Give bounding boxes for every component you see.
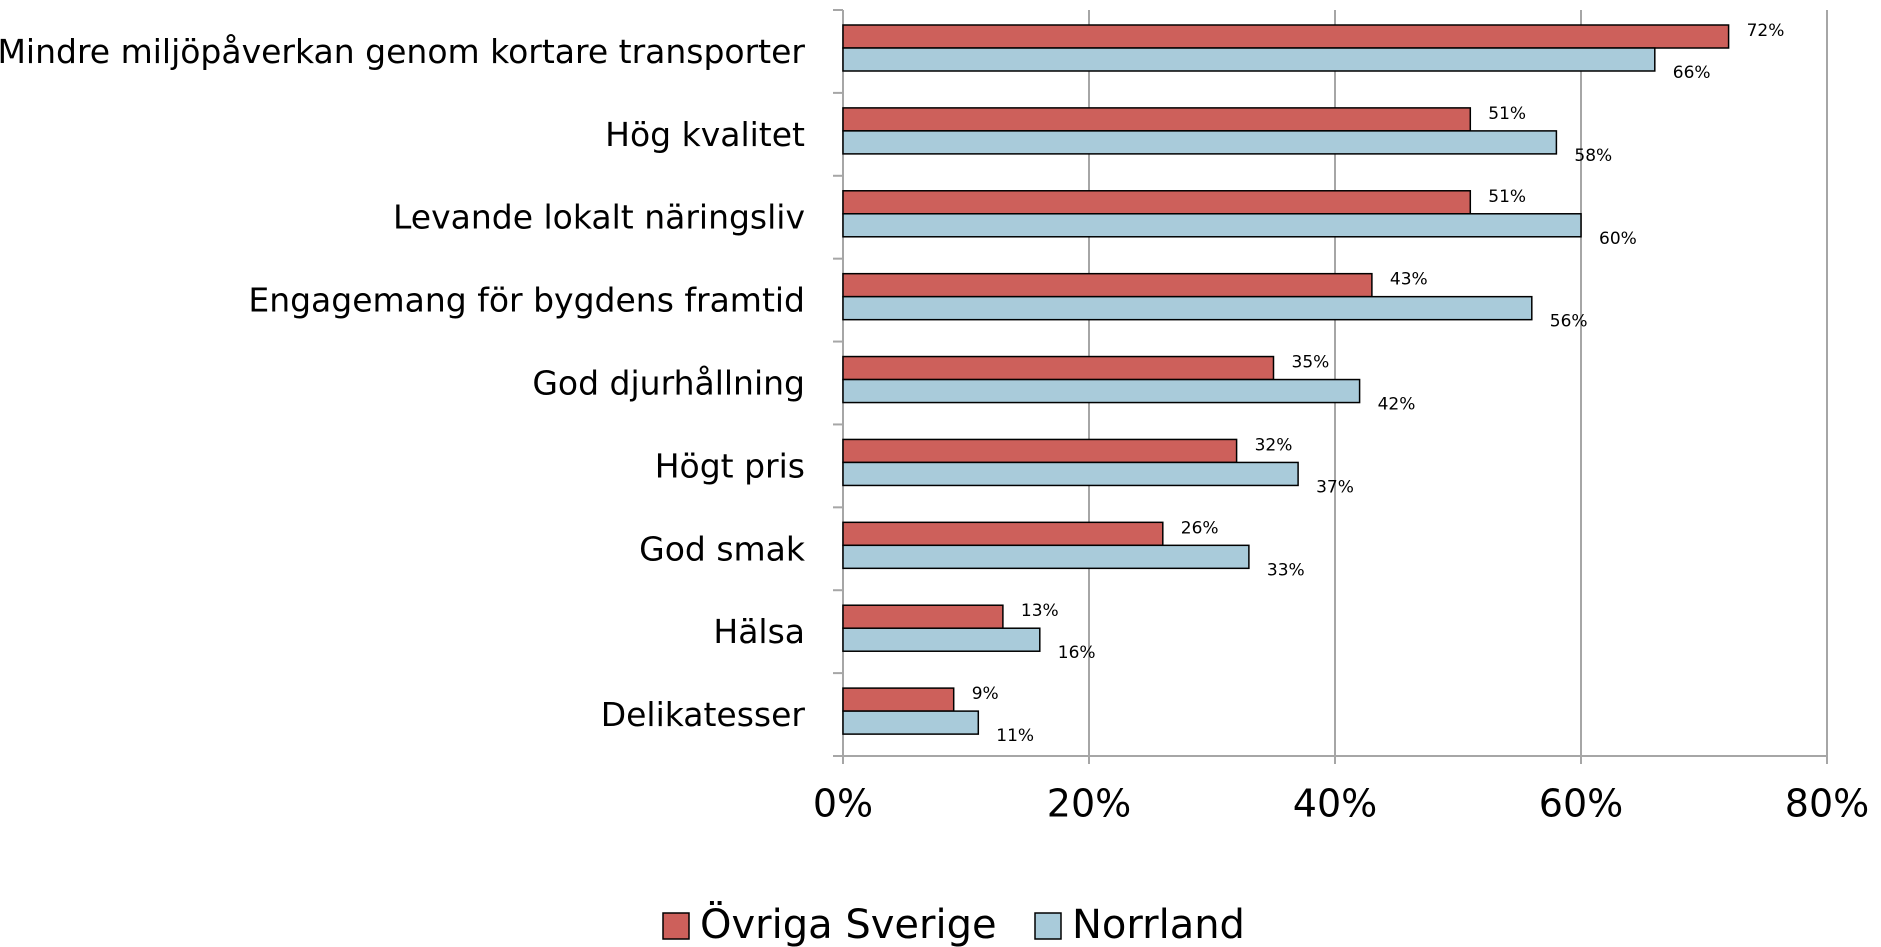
value-label: 51% [1488, 187, 1526, 207]
legend-label: Övriga Sverige [700, 900, 997, 947]
value-label: 32% [1255, 435, 1293, 455]
value-label: 9% [972, 684, 999, 704]
bar [842, 213, 1582, 238]
value-label: 26% [1181, 518, 1219, 538]
value-label: 60% [1599, 229, 1637, 249]
legend-swatch [1034, 912, 1062, 940]
x-tick-label: 40% [1293, 782, 1377, 826]
y-tick-label: Hälsa [713, 612, 805, 651]
bar [842, 190, 1472, 215]
bar [842, 627, 1041, 652]
y-tick-label: Engagemang för bygdens framtid [248, 281, 805, 320]
y-tick-label: God smak [639, 529, 806, 568]
value-label: 37% [1316, 477, 1354, 497]
value-label: 51% [1488, 104, 1526, 124]
x-tick-label: 80% [1785, 782, 1869, 826]
bar [842, 24, 1730, 49]
bar [842, 378, 1361, 404]
bar [842, 272, 1373, 298]
value-label: 42% [1378, 395, 1416, 415]
value-label: 11% [996, 726, 1034, 746]
bar [842, 130, 1558, 155]
y-tick-label: God djurhållning [532, 364, 805, 403]
bar [842, 47, 1656, 72]
y-tick-label: Mindre miljöpåverkan genom kortare trans… [0, 32, 805, 71]
bar [842, 295, 1533, 321]
bar [842, 710, 980, 735]
legend-swatch [662, 912, 690, 940]
value-label: 35% [1292, 353, 1330, 373]
y-tick-label: Hög kvalitet [605, 115, 805, 154]
bar [842, 461, 1299, 487]
value-label: 66% [1673, 63, 1711, 83]
x-tick-label: 20% [1047, 782, 1131, 826]
bar [842, 687, 955, 712]
x-tick-label: 60% [1539, 782, 1623, 826]
value-label: 72% [1747, 21, 1785, 41]
bar [842, 438, 1238, 464]
value-label: 16% [1058, 643, 1096, 663]
x-tick-label: 0% [813, 782, 873, 826]
y-tick-label: Levande lokalt näringsliv [393, 198, 805, 237]
value-label: 58% [1574, 146, 1612, 166]
y-tick-label: Delikatesser [601, 695, 806, 734]
bar [842, 521, 1164, 547]
bar [842, 604, 1004, 629]
value-label: 13% [1021, 601, 1059, 621]
legend-label: Norrland [1072, 902, 1245, 947]
value-label: 56% [1550, 312, 1588, 332]
y-tick-label: Högt pris [655, 446, 805, 485]
bar [842, 107, 1472, 132]
value-label: 33% [1267, 560, 1305, 580]
bar [842, 355, 1275, 381]
bar [842, 544, 1250, 570]
value-label: 43% [1390, 270, 1428, 290]
